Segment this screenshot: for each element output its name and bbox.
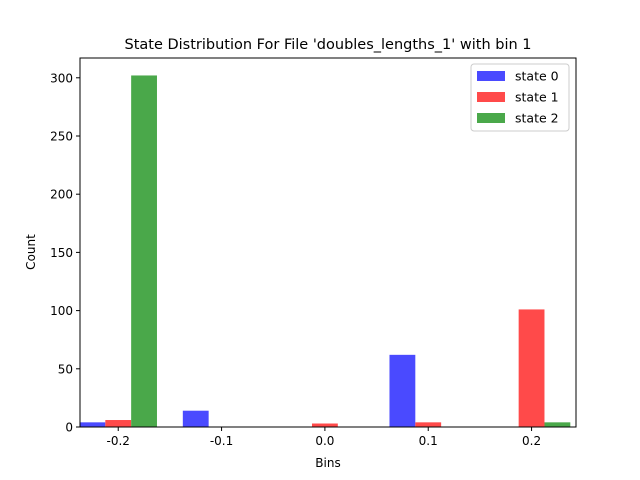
chart-title: State Distribution For File 'doubles_len… <box>124 37 531 53</box>
plot-frame <box>79 57 577 428</box>
bar-state-0--0.2 <box>79 422 106 427</box>
y-tick-label: 150 <box>50 246 73 260</box>
bars-layer <box>79 75 571 428</box>
y-tick-label: 100 <box>50 304 73 318</box>
legend-swatch <box>477 92 505 102</box>
legend-swatch <box>477 71 505 81</box>
y-tick-label: 250 <box>50 129 73 143</box>
x-tick-label: -0.2 <box>107 434 130 448</box>
legend-label: state 1 <box>515 90 559 105</box>
bar-state-0-0.1 <box>389 354 416 427</box>
bar-state-2-0.2 <box>544 422 571 427</box>
bar-state-1-0.0 <box>311 423 338 427</box>
legend-swatch <box>477 113 505 123</box>
bar-state-1-0.2 <box>518 309 545 427</box>
legend-label: state 0 <box>515 69 559 84</box>
y-tick-label: 0 <box>65 421 73 435</box>
y-tick-label: 50 <box>58 362 73 376</box>
x-tick-label: -0.1 <box>210 434 233 448</box>
x-axis-title: Bins <box>315 456 340 470</box>
bar-state-0--0.1 <box>182 410 209 427</box>
axes-layer: -0.2 -0.1 0.0 0.1 0.2 0 50 100 150 200 250 300 <box>50 57 577 448</box>
y-tick-label: 200 <box>50 188 73 202</box>
bar-state-2--0.2 <box>131 75 157 428</box>
y-tick-label: 300 <box>50 71 73 85</box>
bar-state-1--0.2 <box>105 420 132 427</box>
bar-state-1-0.1 <box>415 422 442 427</box>
y-axis-title: Count <box>24 234 38 270</box>
x-tick-label: 0.2 <box>522 434 541 448</box>
x-tick-label: 0.0 <box>315 434 334 448</box>
legend-label: state 2 <box>515 111 559 126</box>
legend: state 0 state 1 state 2 <box>470 63 570 132</box>
x-tick-label: 0.1 <box>419 434 438 448</box>
